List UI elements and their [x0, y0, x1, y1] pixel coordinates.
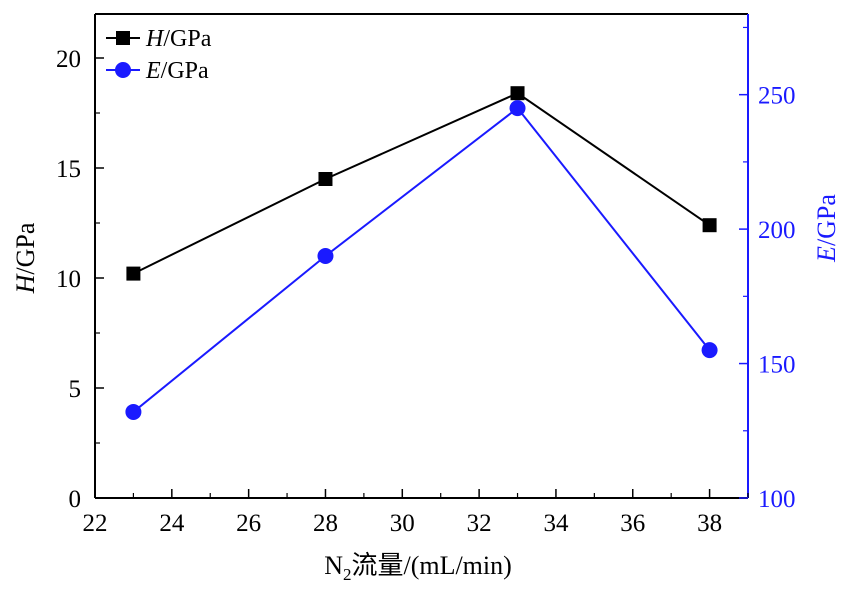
legend-label-h: H/GPa [145, 26, 212, 52]
x-tick-label: 34 [543, 510, 569, 537]
series-layer [125, 86, 718, 420]
legend-item-h: H/GPa [106, 26, 212, 52]
data-point-e [509, 100, 526, 117]
x-tick-label: 38 [697, 510, 722, 537]
right-y-axis: 100 150 200 250 [739, 26, 796, 513]
x-tick-label: 30 [390, 510, 415, 537]
left-tick-label: 15 [56, 156, 81, 183]
right-tick-label: 200 [758, 217, 796, 244]
legend-label-e: E/GPa [145, 58, 209, 84]
left-y-axis-title: H/GPa [11, 222, 40, 294]
x-axis-title: N2流量/(mL/min) [324, 551, 512, 584]
x-axis: 22 24 26 28 30 32 34 36 38 [83, 489, 749, 537]
right-tick-label: 150 [758, 352, 796, 379]
left-y-axis-title-rest: /GPa [11, 222, 40, 274]
left-tick-label: 0 [69, 486, 82, 513]
right-tick-label: 100 [758, 486, 796, 513]
data-point-h [126, 266, 141, 281]
series-line-e [132, 106, 711, 413]
left-tick-label: 10 [56, 266, 81, 293]
data-point-e [701, 342, 718, 359]
data-point-h [318, 172, 333, 186]
legend-item-e: E/GPa [106, 58, 209, 84]
right-y-axis-title: E/GPa [812, 194, 841, 263]
legend-marker-e [115, 62, 131, 78]
left-y-axis-title-italic: H [11, 273, 40, 294]
data-point-h [702, 218, 717, 233]
legend: H/GPa E/GPa [106, 26, 212, 84]
right-y-axis-title-italic: E [812, 246, 841, 263]
x-tick-label: 28 [313, 510, 338, 537]
legend-marker-h [116, 31, 130, 45]
data-point-h [510, 86, 525, 101]
x-axis-title-rest: 流量/(mL/min) [351, 551, 511, 580]
right-y-axis-title-rest: /GPa [812, 194, 841, 246]
x-axis-title-base: N [324, 551, 343, 580]
left-tick-label: 20 [56, 46, 81, 73]
series-line-h [132, 92, 711, 275]
data-point-e [125, 403, 142, 420]
left-tick-label: 5 [69, 376, 82, 403]
right-tick-label: 250 [758, 83, 796, 110]
x-tick-label: 36 [620, 510, 645, 537]
left-y-axis: 0 5 10 15 20 [56, 46, 104, 513]
x-tick-label: 22 [83, 510, 108, 537]
plot-frame [94, 13, 749, 499]
data-point-e [317, 248, 334, 264]
x-tick-label: 26 [236, 510, 261, 537]
x-axis-title-subscript: 2 [343, 565, 352, 584]
x-tick-label: 24 [159, 510, 185, 537]
x-tick-label: 32 [467, 510, 492, 537]
